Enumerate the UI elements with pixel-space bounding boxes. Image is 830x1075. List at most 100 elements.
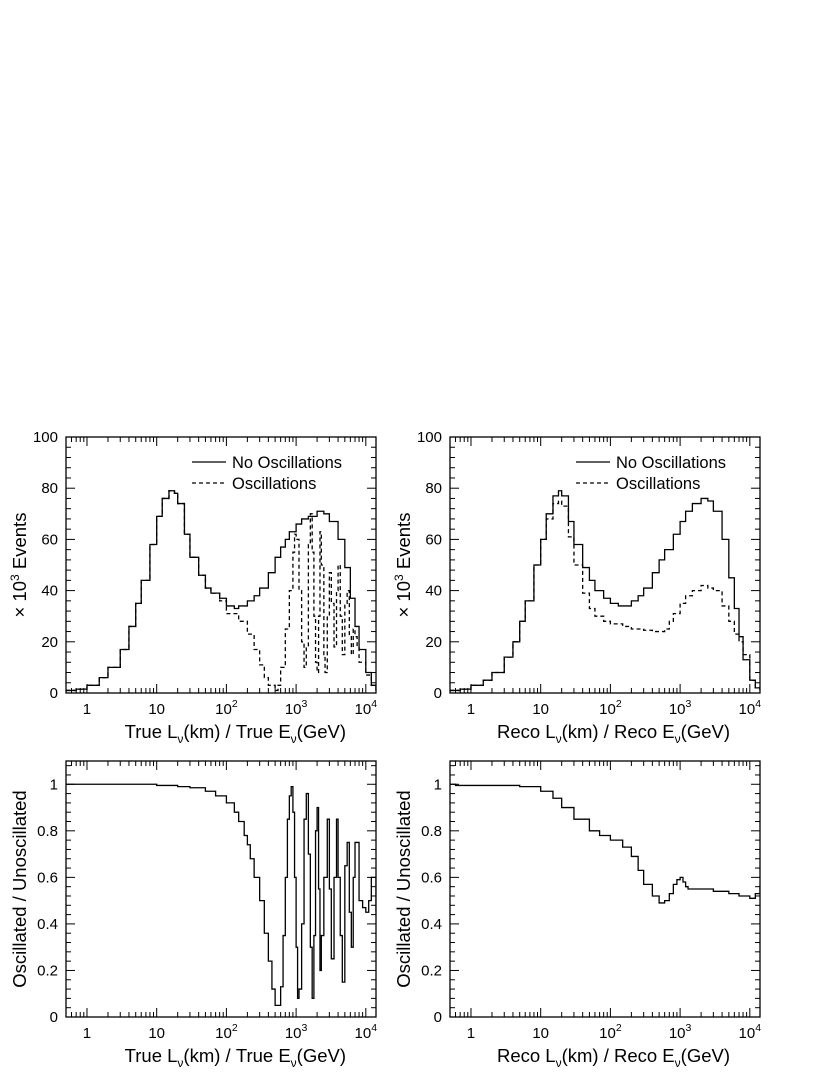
y-tick-label: 0 <box>434 685 442 702</box>
y-tick-label: 40 <box>425 583 442 600</box>
x-tick-base: 10 <box>285 1025 302 1042</box>
y-tick-label: 0.8 <box>37 823 58 840</box>
y-tick-label: 20 <box>41 634 58 651</box>
x-tick-exponent: 4 <box>371 698 377 710</box>
x-axis-label: Reco Lν(km) / Reco Eν(GeV) <box>497 721 730 746</box>
x-tick-exponent: 3 <box>302 698 308 710</box>
series-oscillations <box>450 500 760 692</box>
series-no-oscillations <box>450 783 760 904</box>
x-tick-base: 10 <box>215 701 232 718</box>
y-tick-label: 0.6 <box>37 869 58 886</box>
x-tick-label: 10 <box>148 1025 165 1042</box>
x-tick-exponent: 2 <box>232 1022 238 1034</box>
y-axis-label: × 103 Events <box>8 513 30 618</box>
x-tick-label: 102 <box>215 698 238 718</box>
y-tick-label: 0.2 <box>37 962 58 979</box>
plot-frame <box>65 436 377 694</box>
x-tick-exponent: 3 <box>686 1022 692 1034</box>
x-tick-base: 10 <box>739 1025 756 1042</box>
x-label-part: Reco L <box>497 1045 556 1066</box>
x-label-part: (km) / Reco E <box>562 721 675 742</box>
x-tick-base: 10 <box>215 1025 232 1042</box>
y-tick-label: 40 <box>41 583 58 600</box>
x-axis-label: True Lν(km) / True Eν(GeV) <box>125 1045 346 1070</box>
x-tick-label: 102 <box>215 1022 238 1042</box>
y-tick-label: 0.6 <box>421 869 442 886</box>
y-tick-label: 20 <box>425 634 442 651</box>
x-tick-base: 10 <box>599 1025 616 1042</box>
y-label-part: × 10 <box>393 581 414 618</box>
x-tick-label: 10 <box>148 701 165 718</box>
x-tick-exponent: 4 <box>755 698 761 710</box>
x-label-subscript: ν <box>556 732 562 746</box>
y-tick-label: 0.2 <box>421 962 442 979</box>
plot-frame <box>449 436 761 694</box>
y-tick-label: 80 <box>41 480 58 497</box>
y-label-part: × 10 <box>9 581 30 618</box>
y-tick-label: 0 <box>50 685 58 702</box>
legend-no-oscillations: No Oscillations <box>232 454 342 472</box>
y-label-superscript: 3 <box>392 574 406 581</box>
y-tick-label: 80 <box>425 480 442 497</box>
series-no-oscillations <box>450 490 760 692</box>
x-tick-exponent: 2 <box>616 698 622 710</box>
x-tick-label: 103 <box>669 698 692 718</box>
y-label-part: Events <box>393 513 414 575</box>
x-tick-label: 10 <box>532 1025 549 1042</box>
x-tick-base: 1 <box>467 1025 475 1042</box>
y-tick-label: 60 <box>41 531 58 548</box>
x-tick-label: 1 <box>467 701 475 718</box>
x-tick-label: 1 <box>467 1025 475 1042</box>
y-tick-label: 100 <box>417 429 442 446</box>
x-tick-label: 1 <box>83 701 91 718</box>
x-tick-base: 1 <box>467 701 475 718</box>
x-tick-label: 103 <box>285 698 308 718</box>
x-label-part: (GeV) <box>681 1045 730 1066</box>
x-tick-base: 10 <box>599 701 616 718</box>
y-tick-label: 1 <box>50 776 58 793</box>
y-label-superscript: 3 <box>8 574 22 581</box>
x-tick-base: 10 <box>355 1025 372 1042</box>
x-tick-exponent: 2 <box>616 1022 622 1034</box>
x-label-subscript: ν <box>675 732 681 746</box>
x-label-subscript: ν <box>675 1056 681 1070</box>
x-tick-label: 102 <box>599 1022 622 1042</box>
legend-no-oscillations: No Oscillations <box>616 454 726 472</box>
x-tick-exponent: 3 <box>302 1022 308 1034</box>
x-tick-label: 104 <box>739 698 762 718</box>
x-tick-label: 104 <box>355 698 378 718</box>
x-label-part: (km) / True E <box>183 721 290 742</box>
x-tick-base: 10 <box>532 701 549 718</box>
x-label-subscript: ν <box>291 1056 297 1070</box>
y-tick-label: 0.4 <box>421 916 442 933</box>
legend-oscillations: Oscillations <box>616 475 700 493</box>
x-axis-label: Reco Lν(km) / Reco Eν(GeV) <box>497 1045 730 1070</box>
y-tick-label: 0.8 <box>421 823 442 840</box>
y-label-part: Events <box>9 513 30 575</box>
x-label-part: Reco L <box>497 721 556 742</box>
x-tick-label: 10 <box>532 701 549 718</box>
x-label-part: (km) / True E <box>183 1045 290 1066</box>
x-tick-base: 10 <box>148 1025 165 1042</box>
x-tick-exponent: 4 <box>371 1022 377 1034</box>
y-axis-label: × 103 Events <box>392 513 414 618</box>
x-tick-label: 1 <box>83 1025 91 1042</box>
x-tick-base: 10 <box>739 701 756 718</box>
x-tick-base: 10 <box>669 701 686 718</box>
x-tick-label: 103 <box>669 1022 692 1042</box>
x-label-part: (GeV) <box>297 1045 346 1066</box>
x-label-subscript: ν <box>556 1056 562 1070</box>
x-tick-label: 104 <box>355 1022 378 1042</box>
x-label-part: (GeV) <box>297 721 346 742</box>
x-label-part: True L <box>125 721 178 742</box>
x-tick-base: 10 <box>148 701 165 718</box>
y-tick-label: 0.4 <box>37 916 58 933</box>
x-tick-exponent: 3 <box>686 698 692 710</box>
x-tick-base: 1 <box>83 1025 91 1042</box>
x-label-part: (km) / Reco E <box>562 1045 675 1066</box>
